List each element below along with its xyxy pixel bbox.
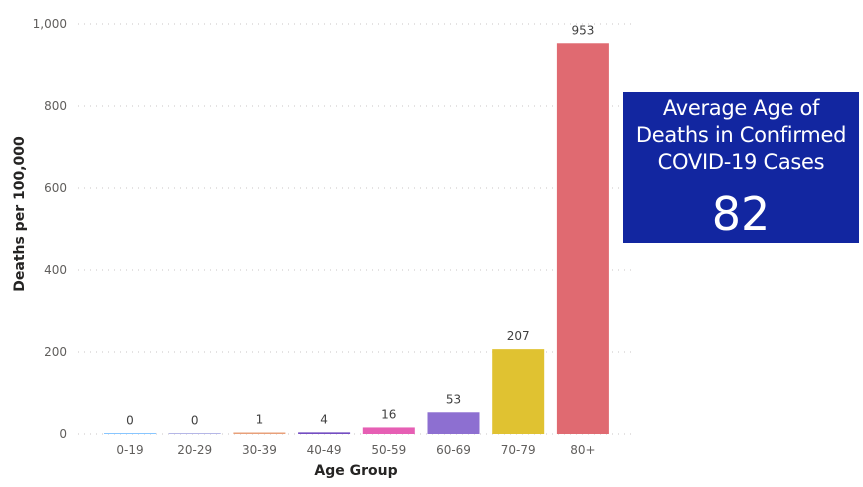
y-tick-label: 1,000 [33,17,67,31]
card-title-line-2: Deaths in Confirmed [635,123,847,147]
bar-80+ [556,43,609,435]
bar-30-39 [233,432,286,434]
data-label-60-69: 53 [446,392,461,406]
x-tick-label-20-29: 20-29 [177,443,212,457]
x-tick-label-80+: 80+ [570,443,595,457]
x-axis-title: Age Group [314,463,397,479]
average-age-card: Average Age of Deaths in Confirmed COVID… [623,92,859,243]
x-tick-label-60-69: 60-69 [436,443,471,457]
bar-40-49 [298,432,351,434]
y-tick-label: 0 [59,427,67,441]
bar-0-19 [104,433,156,434]
y-tick-label: 200 [44,345,67,359]
x-tick-label-40-49: 40-49 [307,443,342,457]
data-label-40-49: 4 [320,412,328,426]
data-label-80+: 953 [571,23,594,37]
x-tick-label-70-79: 70-79 [501,443,536,457]
data-label-30-39: 1 [256,413,264,427]
bar-70-79 [492,349,545,434]
x-tick-label-0-19: 0-19 [116,443,143,457]
x-tick-label-50-59: 50-59 [371,443,406,457]
y-tick-label: 400 [44,263,67,277]
card-title-line-1: Average Age of [662,96,820,120]
data-label-70-79: 207 [507,329,530,343]
x-tick-label-30-39: 30-39 [242,443,277,457]
data-label-0-19: 0 [126,414,134,428]
data-label-50-59: 16 [381,407,396,421]
card-value: 82 [711,187,771,241]
y-tick-label: 600 [44,181,67,195]
card-title-line-3: COVID-19 Cases [657,150,825,174]
bar-50-59 [362,427,415,434]
bar-20-29 [168,433,221,434]
bar-60-69 [427,412,480,434]
data-label-20-29: 0 [191,414,199,428]
y-axis-title: Deaths per 100,000 [12,136,28,292]
y-tick-label: 800 [44,99,67,113]
